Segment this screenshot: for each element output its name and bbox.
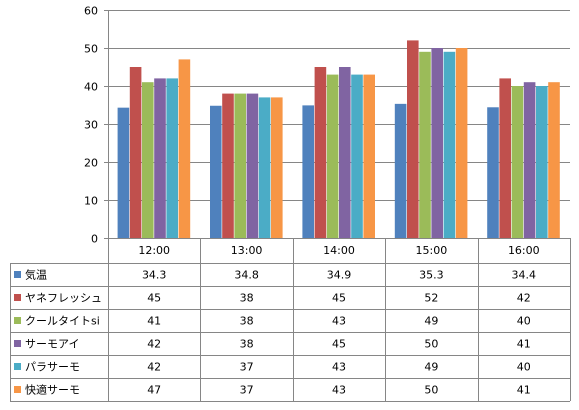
bar-1300-series-0 <box>210 105 222 238</box>
table-cell-value: 45 <box>332 292 346 305</box>
table-cell-value: 42 <box>147 338 161 351</box>
table-cell-value: 37 <box>240 361 254 374</box>
bar-1200-series-5 <box>178 59 191 239</box>
bar-1400-series-0 <box>302 105 314 238</box>
bar-1200-series-4 <box>166 78 178 239</box>
bar-1600-series-3 <box>523 82 536 238</box>
bar-1600-series-4 <box>536 86 548 238</box>
category-label: 16:00 <box>508 244 540 257</box>
category-label: 15:00 <box>416 244 448 257</box>
series-name: サーモアイ <box>25 338 79 351</box>
table-cell-value: 52 <box>424 292 438 305</box>
legend-swatch <box>14 386 21 393</box>
table-cell-value: 43 <box>332 384 346 397</box>
bars <box>117 40 560 239</box>
y-tick-label: 50 <box>84 43 98 56</box>
table-cell-value: 41 <box>517 338 531 351</box>
y-tick-label: 20 <box>84 157 98 170</box>
bar-1500-series-0 <box>394 103 407 238</box>
series-name: クールタイトsi <box>25 315 100 328</box>
bar-1500-series-4 <box>443 51 456 238</box>
table-cell-value: 38 <box>240 315 254 328</box>
bar-1400-series-3 <box>339 67 351 238</box>
y-tick-label: 10 <box>84 195 98 208</box>
table-cell-value: 34.8 <box>234 269 259 282</box>
bar-1600-series-5 <box>548 82 560 238</box>
table-cell-value: 37 <box>240 384 254 397</box>
series-name: 気温 <box>25 268 47 282</box>
table-cell-value: 50 <box>424 338 438 351</box>
bar-1500-series-3 <box>431 48 443 238</box>
table-cell-value: 38 <box>240 292 254 305</box>
table-cell-value: 34.3 <box>142 269 167 282</box>
table-cell-value: 43 <box>332 361 346 374</box>
table-cell-value: 47 <box>147 384 161 397</box>
bar-1500-series-5 <box>455 48 468 238</box>
bar-1400-series-2 <box>326 74 339 238</box>
bar-1300-series-1 <box>222 93 234 238</box>
series-name: 快適サーモ <box>25 383 80 397</box>
bar-1600-series-2 <box>511 86 524 238</box>
table-cell-value: 43 <box>332 315 346 328</box>
bar-1300-series-4 <box>258 97 271 239</box>
y-tick-label: 30 <box>84 119 98 132</box>
table-cell-value: 49 <box>424 361 438 374</box>
bar-1600-series-0 <box>487 107 499 238</box>
y-tick-label: 0 <box>91 233 98 246</box>
bar-1200-series-0 <box>117 107 130 238</box>
legend-swatch <box>14 271 21 278</box>
table-cell-value: 34.4 <box>512 269 537 282</box>
bar-1300-series-3 <box>246 93 259 238</box>
legend-swatch <box>14 340 21 347</box>
bar-1200-series-2 <box>142 82 154 238</box>
bar-1200-series-3 <box>154 78 166 239</box>
bar-1200-series-1 <box>129 67 142 238</box>
table-cell-value: 41 <box>517 384 531 397</box>
category-label: 13:00 <box>231 244 263 257</box>
table-cell-value: 42 <box>147 361 161 374</box>
series-name: ヤネフレッシュ <box>25 292 102 305</box>
table-cell-value: 34.9 <box>327 269 352 282</box>
bar-1400-series-4 <box>351 74 363 238</box>
table-cell-value: 42 <box>517 292 531 305</box>
table-cell-value: 35.3 <box>419 269 444 282</box>
table-cell-value: 45 <box>147 292 161 305</box>
bar-1400-series-1 <box>314 67 327 238</box>
table-cell-value: 40 <box>517 361 531 374</box>
legend-swatch <box>14 317 21 324</box>
category-label: 12:00 <box>138 244 170 257</box>
bar-1300-series-5 <box>271 97 283 239</box>
table-cell-value: 49 <box>424 315 438 328</box>
table-cell-value: 40 <box>517 315 531 328</box>
y-tick-label: 40 <box>84 81 98 94</box>
bar-1300-series-2 <box>234 93 246 238</box>
table-cell-value: 38 <box>240 338 254 351</box>
bar-1500-series-1 <box>407 40 419 239</box>
bar-1500-series-2 <box>419 51 431 238</box>
category-label: 14:00 <box>323 244 355 257</box>
legend-swatch <box>14 294 21 301</box>
data-table: 12:00 13:00 14:00 15:00 16:00 気温 34.3 34.8 34.9 3… <box>10 238 571 402</box>
legend-swatch <box>14 363 21 370</box>
axes: 0 10 20 30 40 50 60 <box>84 5 570 246</box>
table-cell-value: 50 <box>424 384 438 397</box>
bar-1600-series-1 <box>499 78 511 239</box>
y-tick-label: 60 <box>84 5 98 18</box>
bar-1400-series-5 <box>363 74 375 238</box>
table-cell-value: 45 <box>332 338 346 351</box>
table-cell-value: 41 <box>147 315 161 328</box>
series-name: パラサーモ <box>25 361 80 374</box>
